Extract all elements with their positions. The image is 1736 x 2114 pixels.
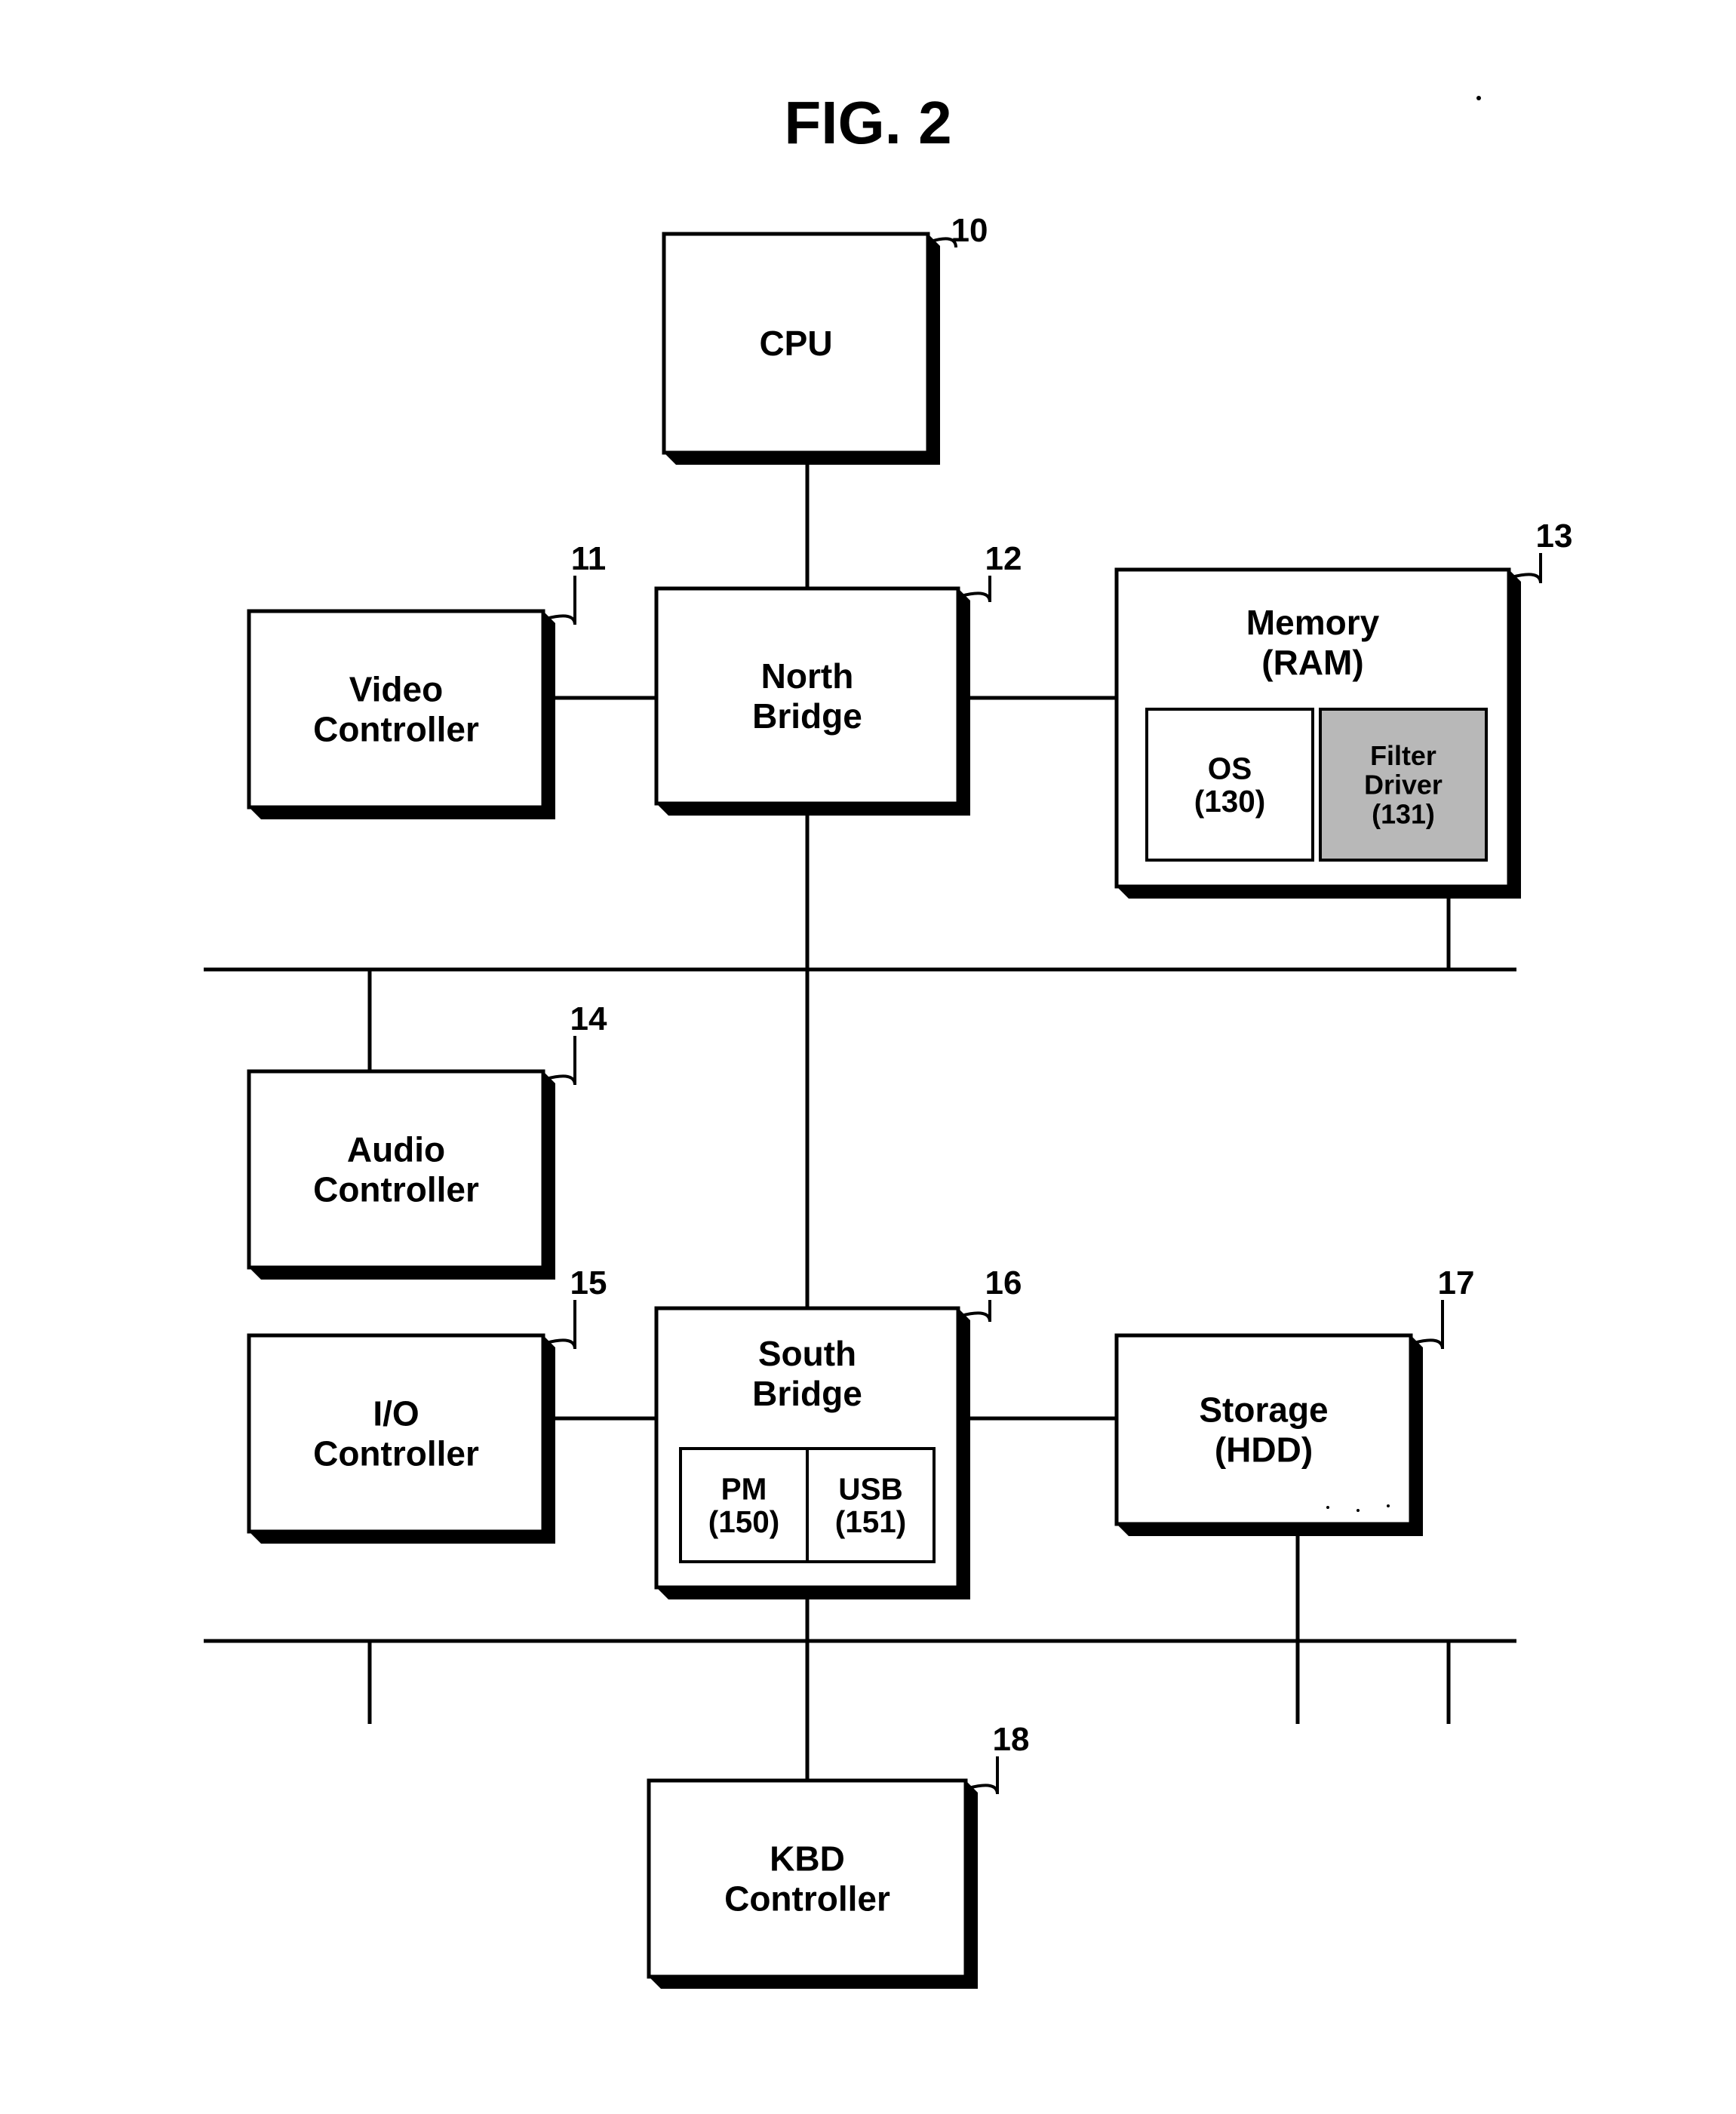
svg-text:Filter: Filter: [1370, 741, 1436, 771]
svg-text:15: 15: [570, 1264, 607, 1301]
architecture-diagram: FIG. 2CPU10VideoController11NorthBridge1…: [0, 0, 1736, 2114]
svg-text:13: 13: [1536, 518, 1573, 555]
svg-text:PM: PM: [721, 1471, 767, 1506]
svg-text:Bridge: Bridge: [752, 1374, 862, 1413]
svg-text:Driver: Driver: [1364, 770, 1443, 800]
svg-text:11: 11: [571, 540, 607, 577]
svg-text:OS: OS: [1208, 751, 1252, 785]
svg-text:Bridge: Bridge: [752, 696, 862, 736]
svg-text:Controller: Controller: [313, 1434, 479, 1473]
svg-text:USB: USB: [838, 1471, 902, 1506]
svg-text:17: 17: [1438, 1264, 1475, 1301]
svg-text:18: 18: [993, 1721, 1030, 1758]
svg-text:KBD: KBD: [770, 1839, 845, 1879]
svg-text:(131): (131): [1372, 799, 1435, 829]
svg-text:I/O: I/O: [373, 1394, 419, 1433]
svg-text:South: South: [758, 1334, 856, 1373]
svg-text:CPU: CPU: [759, 324, 832, 363]
svg-text:Controller: Controller: [313, 710, 479, 749]
svg-text:Controller: Controller: [724, 1879, 890, 1919]
svg-text:Memory: Memory: [1246, 603, 1380, 642]
svg-text:(RAM): (RAM): [1261, 643, 1363, 682]
svg-text:Controller: Controller: [313, 1170, 479, 1209]
svg-text:FIG. 2: FIG. 2: [784, 89, 951, 156]
svg-text:Video: Video: [349, 670, 443, 709]
svg-text:12: 12: [985, 540, 1022, 577]
svg-text:Storage: Storage: [1199, 1390, 1328, 1430]
svg-text:(HDD): (HDD): [1215, 1430, 1313, 1470]
svg-text:North: North: [761, 656, 854, 696]
svg-text:(150): (150): [708, 1504, 779, 1539]
svg-text:14: 14: [570, 1000, 607, 1037]
svg-text:16: 16: [985, 1264, 1022, 1301]
svg-text:(151): (151): [835, 1504, 906, 1539]
svg-text:(130): (130): [1194, 784, 1265, 819]
svg-text:Audio: Audio: [347, 1130, 445, 1169]
